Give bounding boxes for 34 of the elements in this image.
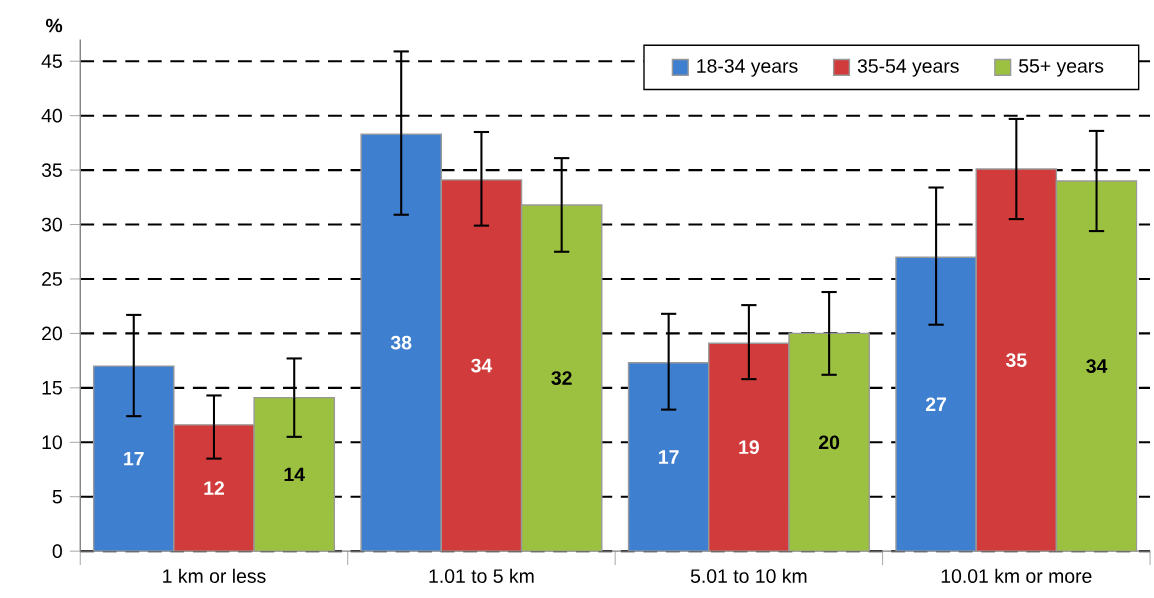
data-label: 35 [1005, 353, 1027, 368]
bar [1055, 180, 1138, 552]
data-label: 34 [1086, 359, 1108, 374]
legend-label: 35-54 years [857, 59, 959, 77]
data-label: 17 [124, 452, 144, 466]
y-tick-label: 0 [52, 544, 62, 559]
legend-label: 55+ years [1019, 59, 1104, 77]
x-tick-label: 1.01 to 5 km [429, 568, 534, 584]
y-tick-label: 40 [41, 109, 62, 123]
data-label: 38 [390, 336, 412, 350]
y-tick-label: 10 [42, 435, 62, 450]
bar [520, 204, 603, 552]
bar [253, 397, 336, 552]
y-tick-label: 25 [42, 272, 62, 287]
y-tick-label: 35 [41, 163, 62, 178]
x-tick-label: 5.01 to 10 km [690, 568, 807, 584]
data-label: 19 [739, 440, 759, 455]
y-axis-title: % [45, 18, 63, 33]
y-tick-label: 20 [42, 326, 62, 341]
data-label: 14 [284, 467, 305, 482]
data-label: 17 [659, 450, 679, 464]
bar [788, 332, 870, 552]
y-tick-label: 45 [41, 54, 62, 69]
data-label: 20 [818, 435, 840, 450]
data-label: 27 [925, 397, 947, 412]
data-label: 34 [471, 358, 493, 373]
y-tick-label: 5 [52, 490, 62, 504]
x-tick-label: 1 km or less [163, 568, 266, 584]
y-tick-label: 15 [42, 381, 62, 395]
data-label: 12 [204, 481, 224, 496]
data-label: 32 [551, 371, 572, 386]
y-tick-label: 30 [41, 217, 62, 232]
legend-label: 18-34 years [697, 59, 798, 77]
x-tick-label: 10.01 km or more [941, 568, 1092, 584]
